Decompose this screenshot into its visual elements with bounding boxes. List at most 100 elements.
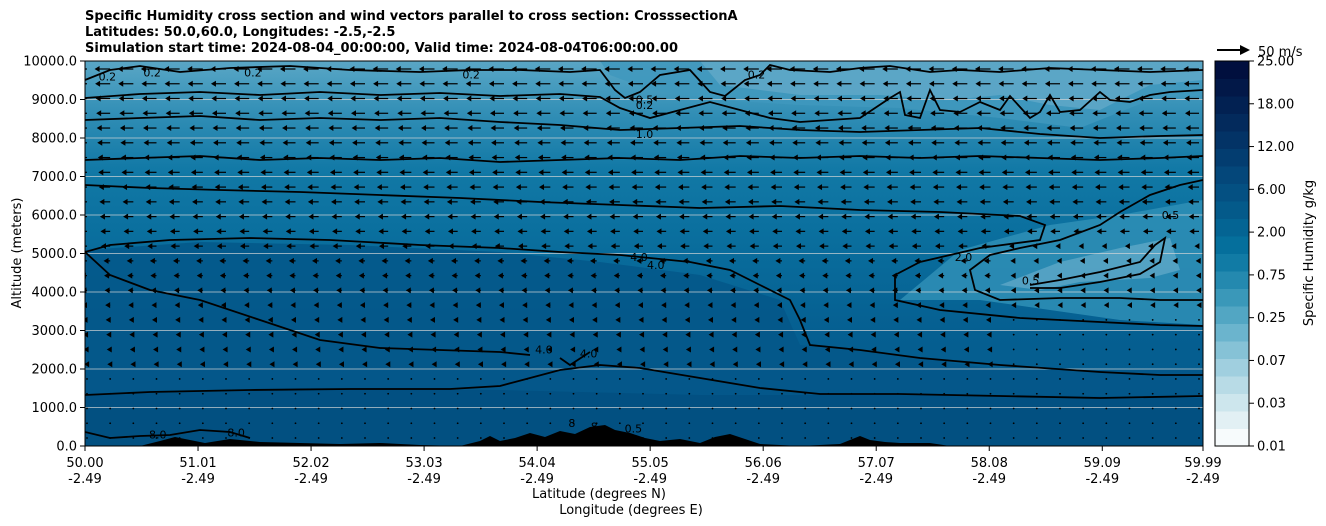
wind-vector-head <box>427 257 433 264</box>
wind-vector <box>966 437 969 439</box>
wind-vector-head <box>987 346 993 353</box>
wind-vector <box>873 422 876 425</box>
wind-vector-head <box>401 213 407 220</box>
wind-vector-head <box>610 243 616 250</box>
wind-vector-head <box>910 198 916 205</box>
wind-vector-head <box>1119 228 1125 235</box>
wind-vector <box>155 422 158 425</box>
wind-vector-head <box>188 95 194 102</box>
wind-vector-head <box>590 257 596 264</box>
wind-vector <box>225 437 227 439</box>
x-axis: 50.00-2.4951.01-2.4952.02-2.4953.03-2.49… <box>66 446 1222 487</box>
wind-vector <box>1198 333 1200 336</box>
wind-vector-head <box>847 316 853 323</box>
wind-vector-head <box>447 213 453 220</box>
wind-vector-head <box>960 257 966 264</box>
wind-vector-head <box>236 139 242 146</box>
wind-vector <box>1035 422 1038 425</box>
wind-vector-head <box>215 198 221 205</box>
wind-vector-head <box>933 198 939 205</box>
wind-vector-head <box>1025 184 1031 191</box>
wind-vector-head <box>1162 139 1168 146</box>
wind-vector-head <box>673 66 679 72</box>
wind-vector-head <box>586 213 592 220</box>
wind-vector-head <box>212 110 218 117</box>
wind-vector-head <box>1070 139 1076 146</box>
colorbar-band <box>1215 341 1249 359</box>
contour-2p0-upper <box>85 155 1203 163</box>
wind-vector-head <box>1165 198 1171 205</box>
wind-vector-head <box>376 184 382 191</box>
colorbar-tick-label: 25.00 <box>1257 55 1294 70</box>
wind-vector <box>317 392 320 395</box>
wind-vector-head <box>239 243 245 250</box>
wind-vector-head <box>1026 198 1032 205</box>
colorbar-tick-label: 0.75 <box>1257 268 1286 283</box>
contour-label: 4.0 <box>580 347 598 360</box>
wind-vector-head <box>292 361 298 368</box>
wind-vector-head <box>753 302 759 309</box>
wind-vector-head <box>143 125 149 132</box>
wind-vector <box>618 422 621 425</box>
wind-vector-head <box>501 361 507 368</box>
wind-vector-head <box>512 95 518 102</box>
wind-vector-head <box>1186 139 1192 146</box>
wind-vector-head <box>814 125 820 132</box>
wind-vector-head <box>242 257 248 264</box>
colorbar-band <box>1215 306 1249 324</box>
wind-vector <box>132 407 135 410</box>
wind-vector-head <box>306 169 312 176</box>
wind-vector-head <box>614 302 620 309</box>
contour-0p5 <box>85 87 1203 123</box>
wind-vector-head <box>724 198 730 205</box>
colorbar-band <box>1215 113 1249 132</box>
wind-vector <box>132 422 135 425</box>
wind-vector-head <box>905 80 911 87</box>
wind-vector-head <box>85 361 90 368</box>
wind-vector-head <box>77 228 82 234</box>
wind-vector-head <box>290 302 296 309</box>
wind-vector-head <box>513 125 519 132</box>
wind-vector <box>1082 422 1085 425</box>
wind-vector-head <box>517 228 523 235</box>
wind-vector <box>1128 378 1131 380</box>
wind-vector-head <box>999 110 1005 117</box>
wind-vector <box>642 378 644 380</box>
contour-labels: 0.2 0.2 0.2 0.20.20.50.21.04.04.04.0 4.02.00… <box>99 66 1180 441</box>
wind-vector-head <box>1072 198 1078 205</box>
wind-vector <box>920 422 922 425</box>
wind-vector-head <box>314 316 320 323</box>
wind-vector-head <box>494 228 500 235</box>
wind-vector-head <box>730 287 736 294</box>
wind-vector-head <box>453 331 459 338</box>
wind-vector-head <box>492 184 498 191</box>
wind-vector-head <box>152 331 158 338</box>
wind-vector-head <box>474 257 480 264</box>
colorbar-band <box>1215 148 1249 167</box>
wind-vector-head <box>708 316 714 323</box>
wind-vector <box>1198 348 1200 351</box>
wind-vector-head <box>928 66 934 72</box>
wind-vector-head <box>375 139 381 146</box>
wind-vector <box>966 392 969 395</box>
wind-vector-head <box>259 139 265 146</box>
wind-vector-head <box>627 66 633 72</box>
x-tick-label-lat: 52.02 <box>292 456 329 471</box>
wind-vector-head <box>381 257 387 264</box>
wind-vector <box>665 392 668 395</box>
wind-vector <box>734 378 737 380</box>
wind-vector-head <box>962 302 968 309</box>
wind-vector-head <box>963 346 969 353</box>
wind-vector-head <box>720 80 726 87</box>
wind-vector-head <box>836 80 842 87</box>
wind-vector-head <box>677 169 683 176</box>
wind-vector <box>1012 333 1015 336</box>
wind-vector-head <box>445 169 451 176</box>
wind-vector-head <box>723 169 729 176</box>
wind-vector-head <box>743 80 749 87</box>
wind-vector-head <box>1050 228 1056 235</box>
wind-vector-head <box>958 243 964 250</box>
wind-vector-head <box>289 272 295 279</box>
wind-vector <box>572 378 575 380</box>
wind-vector <box>595 407 598 410</box>
